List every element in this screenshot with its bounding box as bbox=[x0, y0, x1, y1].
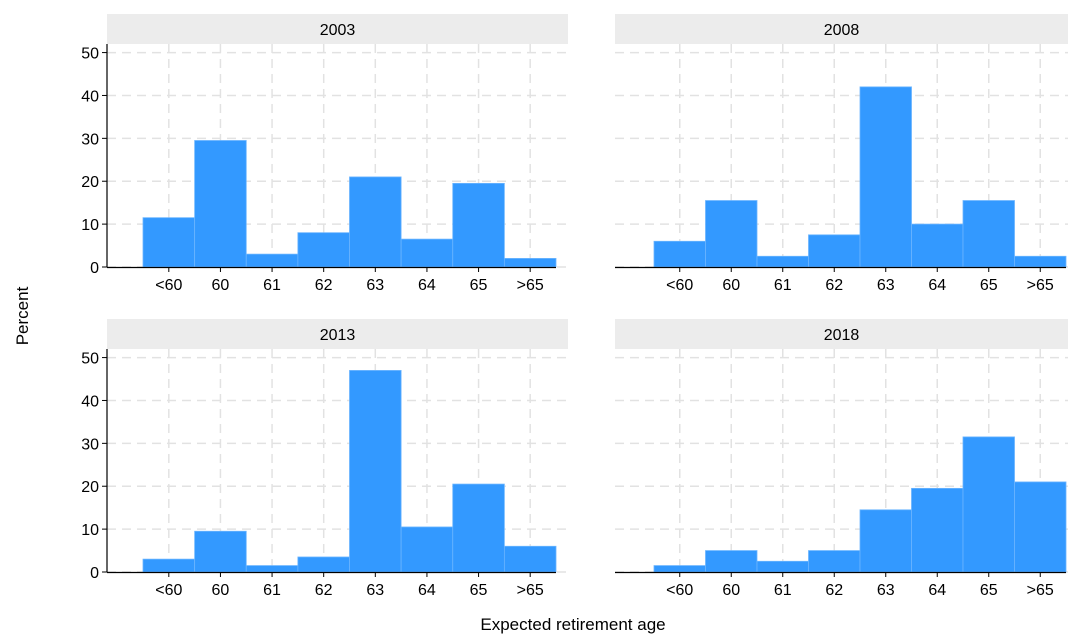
bar-61 bbox=[245, 253, 299, 268]
bar-60 bbox=[705, 200, 758, 268]
y-tick-label: 50 bbox=[81, 351, 99, 368]
panel-title: 2018 bbox=[824, 327, 860, 344]
x-tick-label: 60 bbox=[722, 582, 740, 599]
x-tick-label: 60 bbox=[722, 277, 740, 294]
bar-64 bbox=[911, 223, 964, 268]
bar-63 bbox=[859, 509, 912, 573]
panel-2018: 2018 <60 60 61 62 63 64 65 >65 bbox=[615, 319, 1068, 599]
panel-strip bbox=[107, 319, 568, 349]
bar->65 bbox=[503, 258, 557, 268]
bar-<60 bbox=[142, 217, 196, 268]
x-tick-label: 62 bbox=[825, 582, 843, 599]
bar-61 bbox=[245, 565, 299, 573]
panel-title: 2013 bbox=[320, 327, 356, 344]
x-tick-label: 63 bbox=[877, 582, 895, 599]
x-axis-title: Expected retirement age bbox=[480, 615, 665, 634]
x-tick-label: 65 bbox=[980, 582, 998, 599]
bar->65 bbox=[503, 545, 557, 573]
y-tick-label: 20 bbox=[81, 174, 99, 191]
bar-64 bbox=[400, 238, 454, 268]
y-tick-label: 40 bbox=[81, 88, 99, 105]
bar-65 bbox=[962, 436, 1015, 573]
x-tick-label: 61 bbox=[774, 582, 792, 599]
bar-63 bbox=[349, 176, 402, 268]
x-tick-label: 60 bbox=[212, 277, 230, 294]
bar->65 bbox=[1014, 255, 1067, 268]
x-tick-label: 64 bbox=[928, 582, 946, 599]
x-tick-label: 61 bbox=[263, 277, 281, 294]
bar-60 bbox=[194, 140, 247, 268]
bar-63 bbox=[349, 370, 402, 573]
panel-strip bbox=[107, 14, 568, 44]
y-tick-label: 40 bbox=[81, 393, 99, 410]
bar-60 bbox=[705, 550, 758, 573]
panel-2008: 2008 <60 60 61 62 63 64 65 >65 bbox=[615, 14, 1068, 294]
bar-62 bbox=[297, 232, 350, 268]
panel-strip bbox=[615, 14, 1068, 44]
bar-61 bbox=[756, 560, 809, 573]
bar-63 bbox=[859, 86, 912, 268]
panel-title: 2003 bbox=[320, 22, 356, 39]
x-tick-label: 64 bbox=[928, 277, 946, 294]
x-tick-label: <60 bbox=[155, 582, 182, 599]
bar-64 bbox=[911, 487, 964, 573]
x-tick-label: 62 bbox=[825, 277, 843, 294]
bar-62 bbox=[808, 550, 861, 573]
bar-<60 bbox=[142, 558, 196, 573]
y-tick-label: 50 bbox=[81, 46, 99, 63]
bar-62 bbox=[297, 556, 350, 573]
x-tick-label: 64 bbox=[418, 582, 436, 599]
y-tick-label: 10 bbox=[81, 217, 99, 234]
y-tick-label: 30 bbox=[81, 436, 99, 453]
panels-group: 2003 <60 60 61 62 63 64 65 >65 0 10 20 30 40 50 2008 <60… bbox=[81, 14, 1068, 599]
x-tick-label: 65 bbox=[470, 582, 488, 599]
x-tick-label: 61 bbox=[774, 277, 792, 294]
y-tick-label: 20 bbox=[81, 479, 99, 496]
y-tick-label: 0 bbox=[90, 260, 99, 277]
bar-65 bbox=[962, 200, 1015, 268]
bar-65 bbox=[452, 483, 505, 573]
x-tick-label: <60 bbox=[155, 277, 182, 294]
x-tick-label: 61 bbox=[263, 582, 281, 599]
y-tick-label: 10 bbox=[81, 522, 99, 539]
x-tick-label: 62 bbox=[315, 582, 333, 599]
panel-title: 2008 bbox=[824, 22, 860, 39]
bar->65 bbox=[1014, 481, 1067, 573]
x-tick-label: 65 bbox=[470, 277, 488, 294]
panel-2003: 2003 <60 60 61 62 63 64 65 >65 0 10 20 30 40 50 bbox=[81, 14, 568, 294]
bar-65 bbox=[452, 182, 505, 268]
panel-strip bbox=[615, 319, 1068, 349]
x-tick-label: 63 bbox=[366, 277, 384, 294]
x-tick-label: 62 bbox=[315, 277, 333, 294]
bar-61 bbox=[756, 255, 809, 268]
x-tick-label: <60 bbox=[666, 582, 693, 599]
x-tick-label: >65 bbox=[517, 582, 544, 599]
bar-60 bbox=[194, 530, 247, 573]
bar-62 bbox=[808, 234, 861, 268]
x-tick-label: 64 bbox=[418, 277, 436, 294]
y-tick-label: 0 bbox=[90, 565, 99, 582]
bar-<60 bbox=[653, 240, 706, 268]
x-tick-label: <60 bbox=[666, 277, 693, 294]
x-tick-label: >65 bbox=[1027, 582, 1054, 599]
x-tick-label: >65 bbox=[517, 277, 544, 294]
x-tick-label: >65 bbox=[1027, 277, 1054, 294]
bar-<60 bbox=[653, 565, 706, 573]
x-tick-label: 65 bbox=[980, 277, 998, 294]
panel-2013: 2013 <60 60 61 62 63 64 65 >65 0 10 20 30 40 50 bbox=[81, 319, 568, 599]
x-tick-label: 60 bbox=[212, 582, 230, 599]
y-tick-label: 30 bbox=[81, 131, 99, 148]
x-tick-label: 63 bbox=[877, 277, 895, 294]
bar-64 bbox=[400, 526, 454, 573]
y-axis-title: Percent bbox=[13, 286, 32, 345]
x-tick-label: 63 bbox=[366, 582, 384, 599]
